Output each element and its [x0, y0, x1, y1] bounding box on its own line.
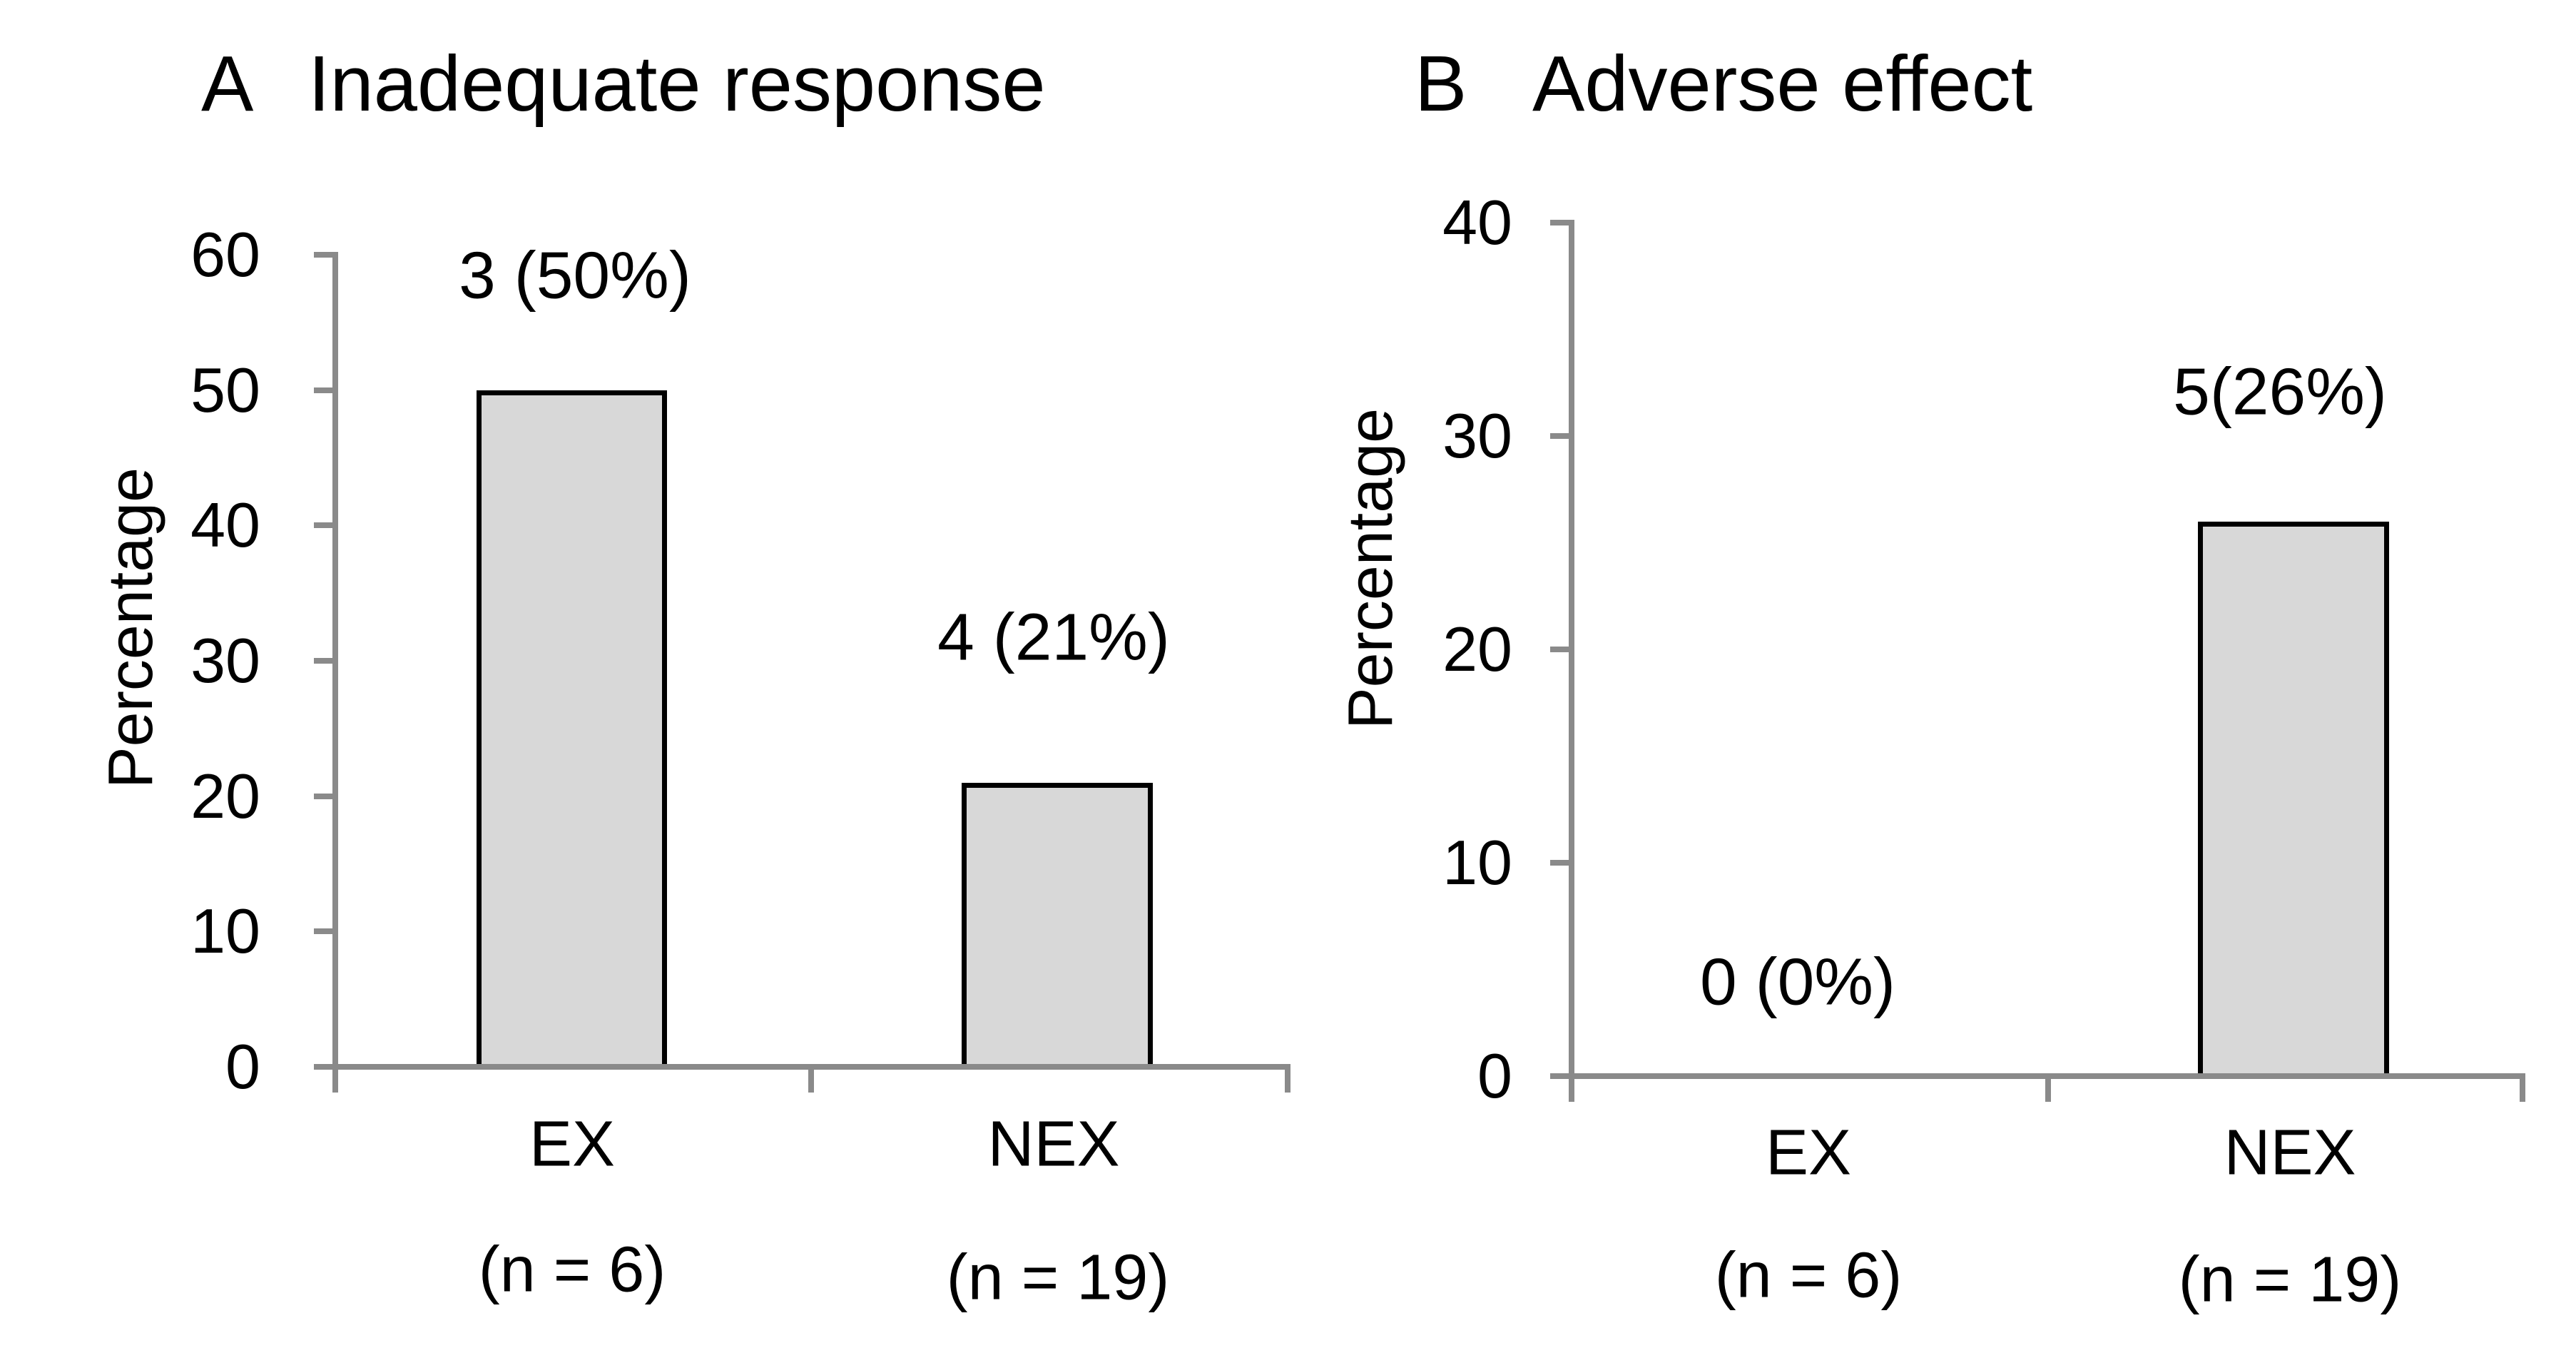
y-tick-label: 10: [190, 896, 260, 967]
y-tick-label: 40: [1442, 187, 1512, 258]
n-label: (n = 19): [946, 1242, 1170, 1314]
y-tick: [1550, 647, 1574, 652]
x-tick: [808, 1064, 814, 1093]
y-tick: [1550, 860, 1574, 866]
n-label: (n = 6): [1714, 1240, 1903, 1312]
category-label-nex: NEX: [2224, 1117, 2356, 1189]
n-label: (n = 19): [2178, 1244, 2402, 1316]
y-tick: [314, 658, 338, 664]
bar-value-label: 3 (50%): [459, 238, 691, 313]
panel-b-letter: B: [1415, 40, 1467, 128]
y-tick: [314, 793, 338, 799]
y-axis-line: [1569, 220, 1574, 1102]
panel-a-title: Inadequate response: [308, 40, 1046, 128]
bar-value-label: 5(26%): [2173, 354, 2387, 429]
y-tick: [314, 928, 338, 935]
x-tick: [2520, 1073, 2525, 1102]
y-tick-label: 20: [1442, 614, 1512, 684]
panel-b-y-axis-label: Percentage: [1335, 407, 1405, 730]
y-tick: [314, 1064, 338, 1070]
panel-a-y-axis-label: Percentage: [95, 467, 166, 789]
y-tick-label: 30: [190, 625, 260, 696]
y-tick-label: 0: [1477, 1040, 1512, 1111]
y-tick-label: 60: [190, 219, 260, 290]
x-tick: [2045, 1073, 2051, 1102]
y-tick-label: 50: [190, 354, 260, 425]
category-label-ex: EX: [1765, 1117, 1852, 1189]
y-tick-label: 40: [190, 490, 260, 561]
bar-nex: [962, 782, 1153, 1070]
y-tick: [1550, 220, 1574, 226]
category-label-nex: NEX: [987, 1108, 1120, 1180]
y-axis-line: [332, 252, 338, 1093]
y-tick-label: 10: [1442, 827, 1512, 898]
bar-nex: [2198, 521, 2389, 1079]
y-tick: [1550, 1073, 1574, 1079]
category-label-ex: EX: [529, 1108, 616, 1180]
bar-value-label: 0 (0%): [1700, 944, 1895, 1019]
y-tick: [1550, 433, 1574, 439]
bar-value-label: 4 (21%): [937, 599, 1170, 674]
x-tick: [1285, 1064, 1290, 1093]
panel-b-title: Adverse effect: [1532, 40, 2033, 128]
n-label: (n = 6): [478, 1234, 666, 1306]
y-tick-label: 30: [1442, 400, 1512, 471]
y-tick: [314, 387, 338, 393]
y-tick: [314, 252, 338, 258]
bar-ex: [477, 390, 667, 1070]
y-tick-label: 0: [225, 1031, 260, 1102]
panel-a-letter: A: [201, 40, 254, 128]
y-tick: [314, 522, 338, 529]
y-tick-label: 20: [190, 760, 260, 831]
